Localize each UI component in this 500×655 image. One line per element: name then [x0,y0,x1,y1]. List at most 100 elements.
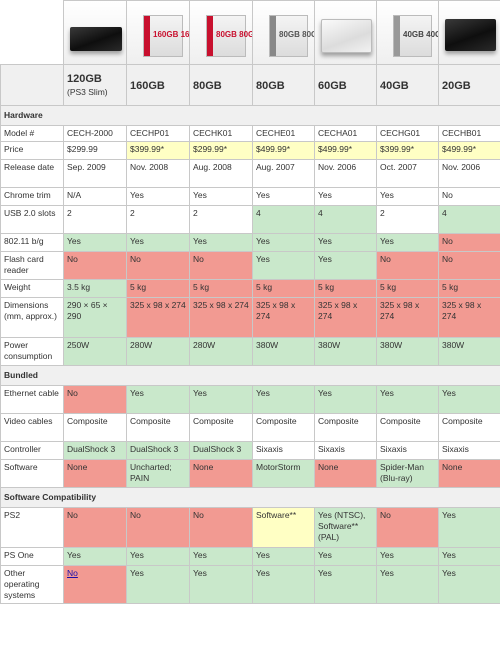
table-cell: $299.99* [189,141,253,160]
product-image-20gb [438,0,500,65]
row-label: 802.11 b/g [0,233,64,252]
storage-label: 40GB [380,79,409,92]
row-label: Power consumption [0,337,64,366]
product-image-160gb: 160GB 160GB [126,0,190,65]
other-os-no-link[interactable]: No [67,568,78,578]
row-price: Price $299.99 $399.99* $299.99* $499.99*… [0,141,500,160]
table-cell: Yes [376,233,439,252]
table-cell: None [63,459,127,488]
table-cell: Nov. 2008 [126,159,190,188]
table-cell: CECHG01 [376,125,439,142]
row-label: Other operating systems [0,565,64,604]
ps3-160gb-box-image: 160GB 160GB [143,15,189,57]
row-label: Model # [0,125,64,142]
table-cell: Yes [126,565,190,604]
model-heading: 80GB [252,64,315,106]
ps3-comparison-table: 160GB 160GB 80GB 80GB 80GB 80GB 40GB 40G… [0,0,500,604]
row-power: Power consumption 250W 280W 280W 380W 38… [0,337,500,366]
box-caption: 40GB 40GB [403,30,438,39]
row-usb-slots: USB 2.0 slots 2 2 2 4 4 2 4 [0,205,500,234]
table-cell: 250W [63,337,127,366]
table-cell: Sixaxis [314,441,377,460]
ps3-80gb-box-image: 80GB 80GB [206,15,252,57]
table-cell: $499.99* [314,141,377,160]
table-cell: No [189,251,253,280]
row-model: Model # CECH-2000 CECHP01 CECHK01 CECHE0… [0,125,500,142]
table-cell: Yes [314,547,377,566]
section-title: Hardware [0,105,500,126]
row-release-date: Release date Sep. 2009 Nov. 2008 Aug. 20… [0,159,500,188]
table-cell: 5 kg [314,279,377,298]
table-cell: Yes [126,547,190,566]
table-cell: No [126,251,190,280]
table-cell: 380W [438,337,500,366]
table-cell: $499.99* [252,141,315,160]
table-cell: Sixaxis [438,441,500,460]
table-cell: 5 kg [376,279,439,298]
section-title: Bundled [0,365,500,386]
model-heading: 160GB [126,64,190,106]
table-cell: Yes [376,547,439,566]
table-cell: 5 kg [252,279,315,298]
model-heading: 20GB [438,64,500,106]
model-heading: 60GB [314,64,377,106]
table-cell: No [438,233,500,252]
table-cell: Aug. 2007 [252,159,315,188]
table-cell: Uncharted; PAIN [126,459,190,488]
table-cell: No [189,507,253,548]
box-caption: 80GB 80GB [216,30,252,39]
table-cell: 4 [252,205,315,234]
model-heading: 80GB [189,64,253,106]
model-heading: 40GB [376,64,439,106]
table-cell: Yes [252,187,315,206]
table-cell: Yes [189,233,253,252]
product-image-120gb [63,0,127,65]
storage-label: 80GB [256,79,285,92]
table-cell: 2 [189,205,253,234]
table-cell: Yes [314,565,377,604]
table-cell: 2 [126,205,190,234]
product-image-60gb [314,0,377,65]
row-label: Flash card reader [0,251,64,280]
table-cell: Yes [189,385,253,414]
row-label: Price [0,141,64,160]
table-cell: 325 x 98 x 274 [438,297,500,338]
table-cell: 325 x 98 x 274 [252,297,315,338]
table-cell: Yes [126,385,190,414]
table-cell: No [376,251,439,280]
storage-label: 80GB [193,79,222,92]
table-cell: 380W [376,337,439,366]
storage-label: 160GB [130,79,165,92]
row-label: Weight [0,279,64,298]
row-label: Video cables [0,413,64,442]
table-cell: $299.99 [63,141,127,160]
row-other-os: Other operating systems No Yes Yes Yes Y… [0,565,500,604]
table-cell: 325 x 98 x 274 [314,297,377,338]
table-cell: Yes [376,187,439,206]
table-cell: Oct. 2007 [376,159,439,188]
table-cell: 4 [438,205,500,234]
table-cell: No [63,507,127,548]
storage-label: 120GB [67,73,102,85]
table-cell: Yes [252,251,315,280]
product-image-row: 160GB 160GB 80GB 80GB 80GB 80GB 40GB 40G… [0,0,500,65]
table-cell: Yes [314,187,377,206]
table-cell: Yes [126,187,190,206]
table-cell: 5 kg [189,279,253,298]
table-cell: 5 kg [438,279,500,298]
ps3-60gb-console-image [321,19,372,53]
table-cell: Composite [63,413,127,442]
table-cell: CECHK01 [189,125,253,142]
row-video-cables: Video cables Composite Composite Composi… [0,413,500,442]
row-label: Software [0,459,64,488]
row-label: Dimensions (mm, approx.) [0,297,64,338]
table-cell: Yes [438,385,500,414]
row-label: Chrome trim [0,187,64,206]
table-cell: CECHA01 [314,125,377,142]
model-heading: 120GB (PS3 Slim) [63,64,127,106]
table-cell: CECHE01 [252,125,315,142]
table-cell: Yes [314,385,377,414]
table-cell: Yes [189,547,253,566]
row-label: USB 2.0 slots [0,205,64,234]
